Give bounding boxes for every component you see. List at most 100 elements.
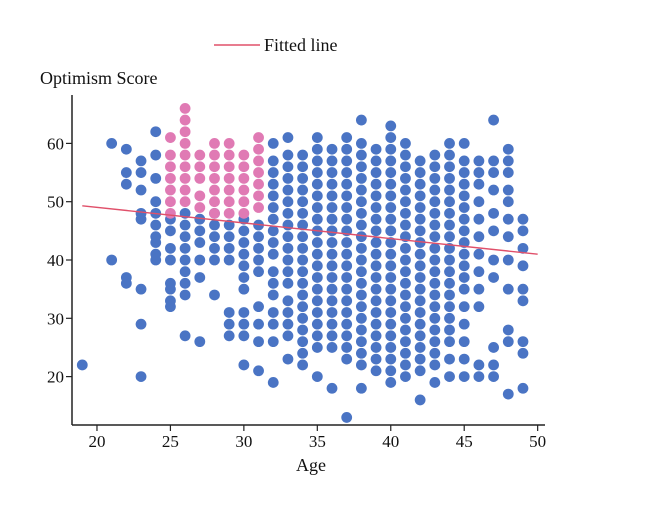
scatter-point [429,231,441,243]
scatter-point [223,137,235,149]
scatter-point [267,277,279,289]
scatter-point [267,213,279,225]
scatter-point [355,161,367,173]
scatter-point [429,359,441,371]
scatter-point [400,254,411,266]
scatter-point [106,137,118,149]
scatter-point [179,289,191,301]
scatter-point [179,196,191,208]
scatter-point [458,301,470,313]
scatter-point [517,242,529,254]
scatter-point [458,190,470,202]
scatter-point [282,242,294,254]
scatter-point [488,155,499,167]
scatter-point [311,307,323,318]
scatter-point [311,178,323,190]
scatter-point [355,149,367,161]
scatter-point [297,312,309,324]
y-tick-label: 30 [47,309,64,328]
scatter-point [179,126,191,138]
scatter-point [517,213,529,225]
scatter-point [385,377,397,388]
scatter-point [194,190,206,202]
scatter-point [326,260,338,272]
scatter-point [429,289,441,301]
scatter-point [488,207,499,219]
scatter-point [311,342,323,353]
scatter-point [297,161,309,173]
scatter-point [458,213,470,225]
scatter-point [400,219,411,231]
scatter-point [179,161,191,173]
scatter-point [458,283,470,295]
scatter-point [370,155,382,167]
scatter-point [209,242,220,254]
scatter-point [150,237,162,248]
scatter-point [223,242,235,254]
scatter-point [326,190,338,202]
scatter-point [385,132,397,143]
scatter-point [223,207,235,219]
scatter-point [267,377,279,388]
scatter-point [209,149,220,161]
scatter-point [326,155,338,167]
scatter-point [502,143,514,155]
scatter-point [223,196,235,208]
scatter-point [179,242,191,254]
scatter-point [165,283,176,295]
y-tick-label: 20 [47,368,64,387]
scatter-point [444,289,455,301]
scatter-point [223,161,235,173]
scatter-point [429,242,441,254]
scatter-point [209,289,220,301]
scatter-point [488,254,499,266]
fitted-line [82,205,538,255]
scatter-point [253,167,264,178]
scatter-point [414,260,426,272]
scatter-point [150,196,162,208]
scatter-point [106,254,118,266]
scatter-point [444,336,455,348]
scatter-point [253,202,264,213]
scatter-point [414,307,426,318]
scatter-point [341,202,353,213]
scatter-point [311,155,323,167]
scatter-point [341,283,353,295]
scatter-point [326,167,338,178]
scatter-point [282,184,294,196]
scatter-point [517,347,529,359]
scatter-point [194,237,206,248]
scatter-point [400,172,411,184]
scatter-point [179,184,191,196]
scatter-point [341,143,353,155]
scatter-point [429,312,441,324]
scatter-point [400,301,411,313]
scatter-point [209,137,220,149]
scatter-point [355,336,367,348]
scatter-point [297,149,309,161]
scatter-point [341,132,353,143]
scatter-point [179,266,191,278]
scatter-point [458,237,470,248]
scatter-point [341,178,353,190]
scatter-point [370,248,382,260]
scatter-point [473,266,485,278]
scatter-point [414,295,426,307]
scatter-point [282,149,294,161]
scatter-point [400,149,411,161]
scatter-point [238,149,250,161]
scatter-point [120,277,132,289]
scatter-point [355,277,367,289]
scatter-point [429,266,441,278]
scatter-point [385,248,397,260]
scatter-point [473,178,485,190]
scatter-point [341,167,353,178]
scatter-point [76,359,88,371]
scatter-point [429,161,441,173]
scatter-point [165,132,176,143]
scatter-point [326,330,338,342]
scatter-point [326,225,338,237]
scatter-point [355,219,367,231]
scatter-point [311,237,323,248]
